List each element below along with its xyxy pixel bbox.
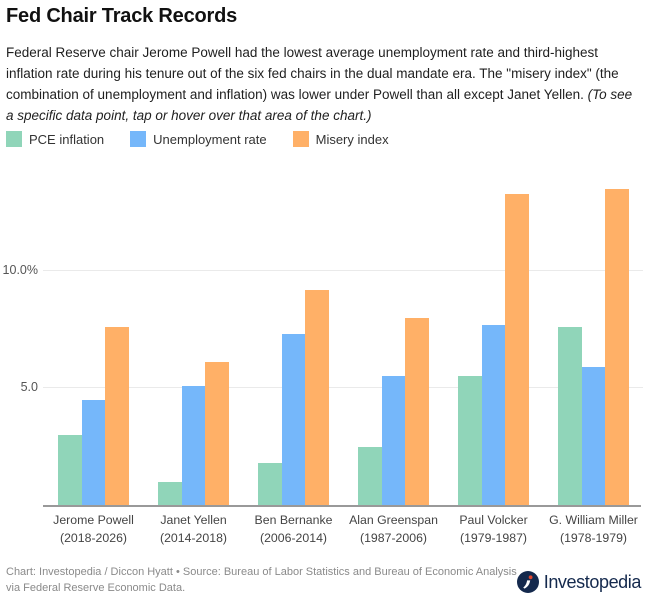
x-axis-line [43, 505, 641, 507]
category-term: (2006-2014) [260, 530, 327, 545]
page-title: Fed Chair Track Records [6, 5, 238, 27]
legend-label: Unemployment rate [153, 131, 267, 147]
x-axis-label-paul-volcker: Paul Volcker (1979-1987) [439, 512, 549, 547]
bar-misery-index-g-william-miller[interactable] [605, 189, 629, 505]
credit-text: Chart: Investopedia / Diccon Hyatt • Sou… [6, 564, 517, 596]
x-axis-label-ben-bernanke: Ben Bernanke (2006-2014) [239, 512, 349, 547]
investopedia-logo: Investopedia [516, 571, 642, 593]
bar-misery-index-janet-yellen[interactable] [205, 362, 229, 505]
bar-misery-index-ben-bernanke[interactable] [305, 289, 329, 505]
category-name: Ben Bernanke [254, 513, 333, 527]
category-term: (1979-1987) [460, 530, 527, 545]
bar-unemployment-rate-g-william-miller[interactable] [581, 366, 606, 505]
bar-pce-inflation-paul-volcker[interactable] [458, 376, 482, 505]
legend-label: PCE inflation [29, 131, 105, 147]
gridline-10-0 [43, 270, 643, 271]
category-term: (2018-2026) [60, 530, 127, 545]
legend-item-unemployment-rate: Unemployment rate [130, 131, 267, 147]
bar-misery-index-alan-greenspan[interactable] [405, 317, 429, 505]
legend-label: Misery index [315, 131, 389, 147]
y-axis-tick-5-0: 5.0 [20, 380, 38, 394]
credit-line-1: Chart: Investopedia / Diccon Hyatt • Sou… [6, 566, 517, 578]
investopedia-logo-icon [516, 571, 539, 593]
chart-description: Federal Reserve chair Jerome Powell had … [6, 42, 643, 126]
bar-unemployment-rate-janet-yellen[interactable] [181, 385, 206, 505]
legend-item-pce-inflation: PCE inflation [6, 131, 104, 147]
legend-swatch-pce-inflation [6, 131, 22, 147]
bar-unemployment-rate-paul-volcker[interactable] [481, 324, 506, 505]
category-name: Janet Yellen [160, 513, 227, 527]
plot-area: 5.0 10.0% [0, 170, 648, 507]
description-text: Federal Reserve chair Jerome Powell had … [6, 45, 619, 102]
bar-pce-inflation-g-william-miller[interactable] [558, 327, 582, 505]
x-axis-label-alan-greenspan: Alan Greenspan (1987-2006) [339, 512, 449, 547]
bar-unemployment-rate-ben-bernanke[interactable] [281, 334, 306, 505]
bar-pce-inflation-ben-bernanke[interactable] [258, 462, 282, 505]
category-name: Paul Volcker [459, 513, 528, 527]
legend-swatch-unemployment-rate [130, 131, 147, 147]
bar-pce-inflation-jerome-powell[interactable] [58, 434, 82, 505]
category-name: G. William Miller [549, 513, 638, 527]
x-axis-label-janet-yellen: Janet Yellen (2014-2018) [139, 512, 249, 547]
category-name: Jerome Powell [53, 513, 134, 527]
x-axis-label-g-william-miller: G. William Miller (1978-1979) [539, 512, 648, 547]
legend-swatch-misery-index [292, 131, 309, 147]
legend-item-misery-index: Misery index [292, 131, 389, 147]
bar-misery-index-paul-volcker[interactable] [505, 193, 529, 505]
brand-name: Investopedia [543, 571, 642, 592]
chart-legend: PCE inflation Unemployment rate Misery ind… [6, 131, 389, 147]
gridline-5-0 [43, 387, 643, 388]
category-term: (2014-2018) [160, 530, 227, 545]
category-name: Alan Greenspan [349, 513, 438, 527]
x-axis-label-jerome-powell: Jerome Powell (2018-2026) [39, 512, 149, 547]
bar-unemployment-rate-alan-greenspan[interactable] [381, 376, 406, 505]
y-axis-tick-10-0: 10.0% [2, 263, 38, 277]
category-term: (1978-1979) [560, 530, 627, 545]
bar-pce-inflation-alan-greenspan[interactable] [358, 446, 382, 505]
category-term: (1987-2006) [360, 530, 427, 545]
bar-misery-index-jerome-powell[interactable] [105, 327, 129, 505]
credit-line-2: via Federal Reserve Economic Data. [6, 582, 186, 594]
description-note: (To see a specific data point, tap or ho… [6, 87, 633, 123]
bar-unemployment-rate-jerome-powell[interactable] [81, 399, 106, 505]
bar-pce-inflation-janet-yellen[interactable] [158, 481, 182, 505]
